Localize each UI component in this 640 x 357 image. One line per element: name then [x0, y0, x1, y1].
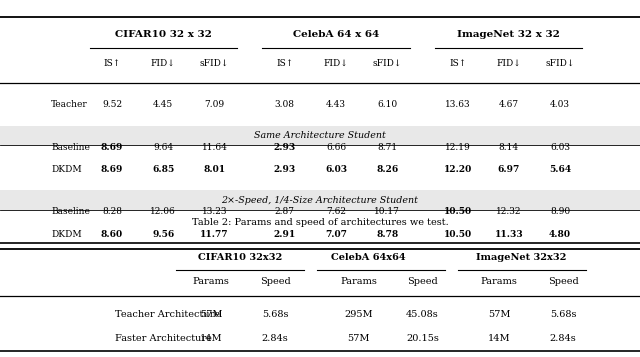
Text: 8.60: 8.60 [101, 230, 123, 239]
Text: sFID↓: sFID↓ [372, 59, 402, 68]
Text: 6.97: 6.97 [498, 165, 520, 174]
Text: 4.67: 4.67 [499, 100, 519, 110]
Text: 57M: 57M [347, 334, 370, 343]
Text: 7.09: 7.09 [204, 100, 225, 110]
Text: IS↑: IS↑ [104, 59, 120, 68]
Text: 8.90: 8.90 [550, 207, 570, 216]
Text: 6.85: 6.85 [152, 165, 174, 174]
Text: 6.03: 6.03 [550, 143, 570, 152]
Text: 8.28: 8.28 [102, 207, 122, 216]
Text: 12.06: 12.06 [150, 207, 176, 216]
Text: 7.62: 7.62 [326, 207, 346, 216]
Text: FID↓: FID↓ [324, 59, 348, 68]
Text: CelebA 64x64: CelebA 64x64 [331, 252, 405, 262]
Text: DKDM: DKDM [51, 165, 82, 174]
Text: ImageNet 32 x 32: ImageNet 32 x 32 [458, 30, 560, 39]
Text: 2.87: 2.87 [275, 207, 295, 216]
Text: ImageNet 32x32: ImageNet 32x32 [476, 252, 567, 262]
Text: Baseline: Baseline [51, 207, 90, 216]
Text: 57M: 57M [488, 310, 511, 319]
Text: sFID↓: sFID↓ [545, 59, 575, 68]
Text: 8.78: 8.78 [376, 230, 398, 239]
Text: 14M: 14M [488, 334, 511, 343]
Text: Teacher Architecture: Teacher Architecture [115, 310, 220, 319]
Text: 13.23: 13.23 [202, 207, 227, 216]
Text: 10.50: 10.50 [444, 207, 472, 216]
Text: 5.68s: 5.68s [550, 310, 577, 319]
Text: 2×-Speed, 1/4-Size Architecture Student: 2×-Speed, 1/4-Size Architecture Student [221, 196, 419, 205]
Text: 6.10: 6.10 [377, 100, 397, 110]
Text: 295M: 295M [344, 310, 372, 319]
Text: Speed: Speed [548, 277, 579, 286]
Text: CIFAR10 32x32: CIFAR10 32x32 [198, 252, 282, 262]
Text: 4.45: 4.45 [153, 100, 173, 110]
Text: IS↑: IS↑ [449, 59, 466, 68]
Text: 12.20: 12.20 [444, 165, 472, 174]
Text: 11.77: 11.77 [200, 230, 228, 239]
Text: 2.84s: 2.84s [262, 334, 289, 343]
Text: Params: Params [193, 277, 230, 286]
Text: Faster Architecture: Faster Architecture [115, 334, 212, 343]
Text: 2.91: 2.91 [274, 230, 296, 239]
Text: 6.66: 6.66 [326, 143, 346, 152]
Text: 2.93: 2.93 [274, 165, 296, 174]
Text: 8.69: 8.69 [101, 165, 123, 174]
Text: CelebA 64 x 64: CelebA 64 x 64 [293, 30, 379, 39]
Text: 8.26: 8.26 [376, 165, 398, 174]
Text: Table 2: Params and speed of architectures we test.: Table 2: Params and speed of architectur… [191, 218, 449, 227]
Text: Teacher: Teacher [51, 100, 88, 110]
Text: Params: Params [340, 277, 377, 286]
Text: 3.08: 3.08 [275, 100, 295, 110]
Text: 20.15s: 20.15s [406, 334, 439, 343]
Text: 5.68s: 5.68s [262, 310, 289, 319]
Text: 10.50: 10.50 [444, 230, 472, 239]
Text: 8.71: 8.71 [377, 143, 397, 152]
Text: CIFAR10 32 x 32: CIFAR10 32 x 32 [115, 30, 212, 39]
Text: 6.03: 6.03 [325, 165, 347, 174]
Text: 45.08s: 45.08s [406, 310, 439, 319]
Text: 8.14: 8.14 [499, 143, 519, 152]
Text: Speed: Speed [260, 277, 291, 286]
Text: 14M: 14M [200, 334, 223, 343]
Text: Baseline: Baseline [51, 143, 90, 152]
Text: 9.56: 9.56 [152, 230, 174, 239]
Text: FID↓: FID↓ [497, 59, 521, 68]
FancyBboxPatch shape [0, 190, 640, 210]
Text: 2.84s: 2.84s [550, 334, 577, 343]
Text: 7.07: 7.07 [325, 230, 347, 239]
Text: Same Architecture Student: Same Architecture Student [254, 131, 386, 140]
Text: 8.69: 8.69 [101, 143, 123, 152]
Text: IS↑: IS↑ [276, 59, 293, 68]
Text: 12.19: 12.19 [445, 143, 470, 152]
FancyBboxPatch shape [0, 126, 640, 145]
Text: 13.63: 13.63 [445, 100, 470, 110]
Text: 9.64: 9.64 [153, 143, 173, 152]
Text: sFID↓: sFID↓ [200, 59, 229, 68]
Text: 5.64: 5.64 [549, 165, 571, 174]
Text: 11.33: 11.33 [495, 230, 523, 239]
Text: 4.03: 4.03 [550, 100, 570, 110]
Text: 8.01: 8.01 [204, 165, 225, 174]
Text: 57M: 57M [200, 310, 223, 319]
Text: 9.52: 9.52 [102, 100, 122, 110]
Text: Params: Params [481, 277, 518, 286]
Text: 2.93: 2.93 [274, 143, 296, 152]
Text: 12.32: 12.32 [496, 207, 522, 216]
Text: 11.64: 11.64 [202, 143, 227, 152]
Text: FID↓: FID↓ [151, 59, 175, 68]
Text: DKDM: DKDM [51, 230, 82, 239]
Text: 4.80: 4.80 [549, 230, 571, 239]
Text: 10.17: 10.17 [374, 207, 400, 216]
Text: 4.43: 4.43 [326, 100, 346, 110]
Text: Speed: Speed [407, 277, 438, 286]
